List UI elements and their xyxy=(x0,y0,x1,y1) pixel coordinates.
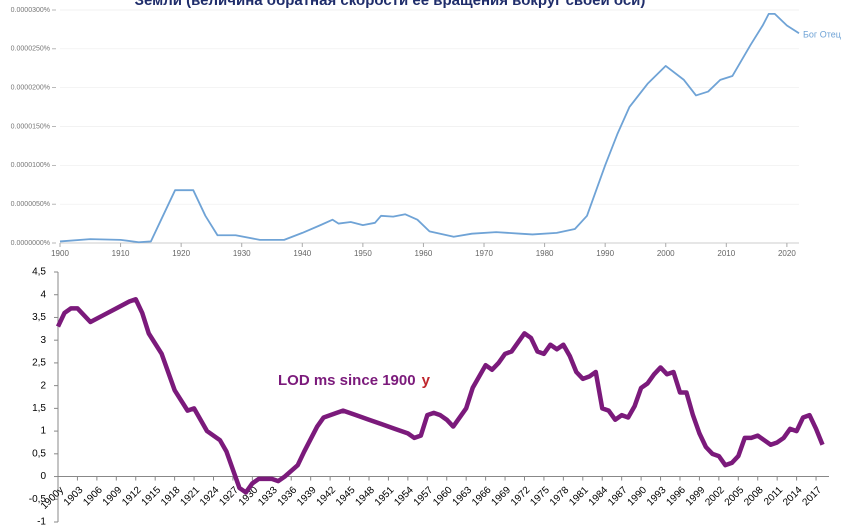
x-tick-label: 1950 xyxy=(354,249,372,258)
y-tick-label: 0.0000150% xyxy=(11,123,50,130)
x-tick-label: 1900 xyxy=(51,249,69,258)
x-tick-label: 1930 xyxy=(233,249,251,258)
x-tick-label: 1933 xyxy=(256,484,280,508)
x-tick-label: 1906 xyxy=(81,484,105,508)
x-tick-label: 1945 xyxy=(334,484,358,508)
x-tick-label: 1948 xyxy=(353,484,377,508)
x-tick-label: 1990 xyxy=(626,484,650,508)
y-tick-label: 0.0000050% xyxy=(11,201,50,208)
x-tick-label: 1996 xyxy=(664,484,688,508)
x-tick-label: 1942 xyxy=(315,484,339,508)
y-tick-label: 2,5 xyxy=(32,358,46,369)
x-tick-label: 1921 xyxy=(179,484,203,508)
x-tick-label: 1980 xyxy=(536,249,554,258)
annotation: LOD ms since 1900 xyxy=(278,372,416,389)
x-tick-label: 1993 xyxy=(645,484,669,508)
x-tick-label: 2002 xyxy=(703,484,727,508)
x-tick-label: 1960 xyxy=(415,249,433,258)
x-tick-label: 1978 xyxy=(548,484,572,508)
y-tick-label: 0.0000300% xyxy=(11,7,50,14)
x-tick-label: 1910 xyxy=(112,249,130,258)
x-tick-label: 2020 xyxy=(778,249,796,258)
x-tick-label: 1990 xyxy=(596,249,614,258)
chart-title: Земли (величина обратная скорости ее вра… xyxy=(135,0,646,9)
x-tick-label: 1972 xyxy=(509,484,533,508)
y-tick-label: 4 xyxy=(40,289,46,300)
y-tick-label: -1 xyxy=(37,517,46,526)
x-tick-label: 1951 xyxy=(373,484,397,508)
annotation-suffix: y xyxy=(422,372,431,389)
x-tick-label: 1915 xyxy=(140,484,164,508)
y-tick-label: 2 xyxy=(40,380,46,391)
x-tick-label: 1963 xyxy=(451,484,475,508)
series-label: Бог Отец xyxy=(803,30,841,40)
x-tick-label: 2008 xyxy=(742,484,766,508)
x-tick-label: 1918 xyxy=(159,484,183,508)
x-tick-label: 1912 xyxy=(120,484,144,508)
y-tick-label: 1 xyxy=(40,426,46,437)
x-tick-label: 1960 xyxy=(431,484,455,508)
x-tick-label: 1924 xyxy=(198,484,222,508)
x-tick-label: 2000 xyxy=(657,249,675,258)
x-tick-label: 1970 xyxy=(475,249,493,258)
y-tick-label: 0,5 xyxy=(32,448,46,459)
x-tick-label: 1954 xyxy=(392,484,416,508)
y-tick-label: 0.0000100% xyxy=(11,162,50,169)
data-line xyxy=(59,12,800,244)
y-tick-label: 4,5 xyxy=(32,267,46,278)
x-tick-label: 1903 xyxy=(62,484,86,508)
x-tick-label: 1939 xyxy=(295,484,319,508)
x-tick-label: 1940 xyxy=(293,249,311,258)
x-tick-label: 1957 xyxy=(412,484,436,508)
y-tick-label: 3 xyxy=(40,335,46,346)
x-tick-label: 1936 xyxy=(276,484,300,508)
y-tick-label: -0,5 xyxy=(29,494,47,505)
x-tick-label: 2005 xyxy=(723,484,747,508)
x-tick-label: 1909 xyxy=(101,484,125,508)
x-tick-label: 1984 xyxy=(587,484,611,508)
x-tick-label: 1975 xyxy=(528,484,552,508)
y-tick-label: 0.0000200% xyxy=(11,85,50,92)
data-line xyxy=(55,297,825,495)
x-tick-label: 1969 xyxy=(490,484,514,508)
y-tick-label: 0.0000250% xyxy=(11,46,50,53)
x-tick-label: 1981 xyxy=(567,484,591,508)
x-tick-label: 1999 xyxy=(684,484,708,508)
x-tick-label: 2011 xyxy=(762,484,785,507)
y-tick-label: 3,5 xyxy=(32,312,46,323)
y-tick-label: 0 xyxy=(40,471,46,482)
x-tick-label: 1920 xyxy=(172,249,190,258)
x-tick-label: 2014 xyxy=(781,484,805,508)
x-tick-label: 2017 xyxy=(801,484,825,508)
x-tick-label: 2010 xyxy=(717,249,735,258)
x-tick-label: 1987 xyxy=(606,484,630,508)
y-tick-label: 0.0000000% xyxy=(11,240,50,247)
y-tick-label: 1,5 xyxy=(32,403,46,414)
x-tick-label: 1966 xyxy=(470,484,494,508)
